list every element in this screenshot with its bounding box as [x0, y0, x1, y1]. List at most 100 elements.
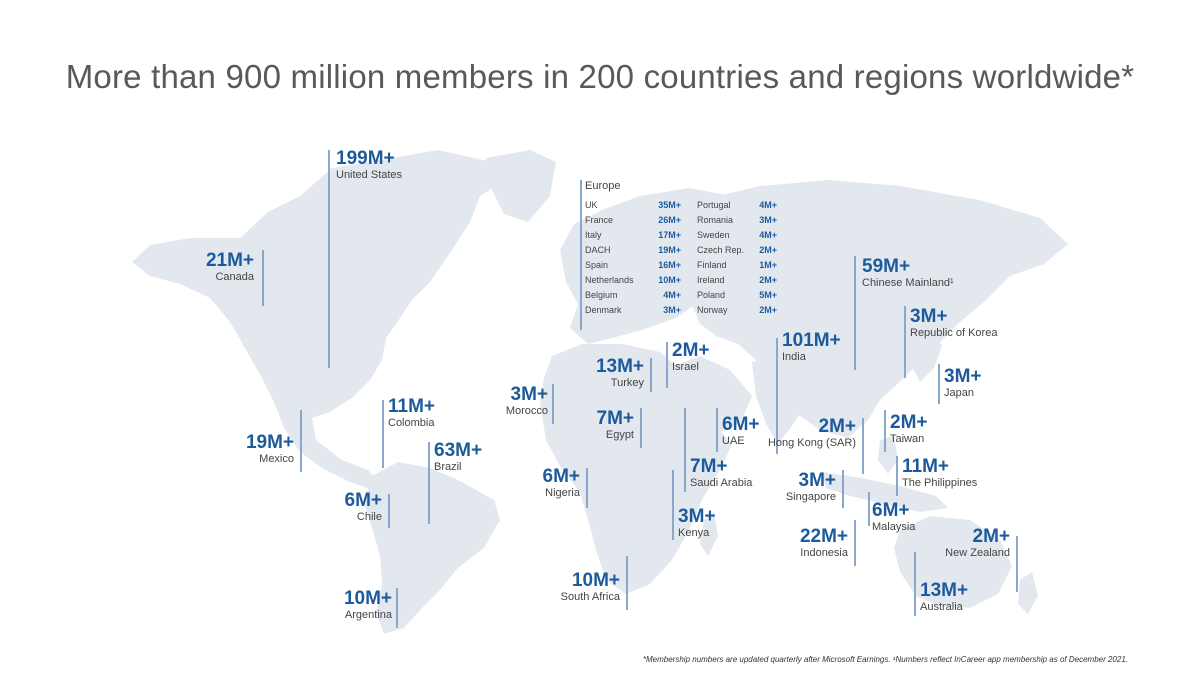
leader-line-uae: [716, 408, 718, 452]
name-singapore: Singapore: [785, 491, 836, 503]
north-america-shape: [132, 150, 512, 490]
europe-row: Czech Rep. 2M+: [697, 245, 777, 260]
label-canada: 21M+ Canada: [194, 250, 254, 284]
europe-row: Ireland 2M+: [697, 275, 777, 290]
leader-line-canada: [262, 250, 264, 306]
leader-line-singapore: [842, 470, 844, 508]
footnote: *Membership numbers are updated quarterl…: [642, 655, 1128, 664]
europe-country: DACH: [585, 245, 611, 255]
name-argentina: Argentina: [344, 609, 392, 621]
value-india: 101M+: [782, 330, 841, 351]
name-australia: Australia: [920, 601, 963, 613]
value-turkey: 13M+: [595, 356, 644, 377]
europe-row: Poland 5M+: [697, 290, 777, 305]
europe-country: Italy: [585, 230, 602, 240]
south-america-shape: [364, 462, 500, 634]
label-india: 101M+ India: [782, 330, 841, 364]
europe-value: 2M+: [759, 305, 777, 315]
value-hong-kong: 2M+: [818, 416, 857, 437]
landmass: [132, 150, 1068, 634]
leader-line-malaysia: [868, 492, 870, 526]
label-singapore: 3M+ Singapore: [770, 470, 836, 504]
value-argentina: 10M+: [343, 588, 392, 609]
japan-shape: [912, 330, 942, 382]
europe-row: Italy 17M+: [585, 230, 681, 245]
value-indonesia: 22M+: [799, 526, 848, 547]
europe-row: Norway 2M+: [697, 305, 777, 320]
leader-line-indonesia: [854, 520, 856, 566]
europe-row: Portugal 4M+: [697, 200, 777, 215]
europe-value: 2M+: [759, 245, 777, 255]
name-india: India: [782, 351, 806, 363]
name-saudi-arabia: Saudi Arabia: [690, 477, 753, 489]
europe-value: 19M+: [658, 245, 681, 255]
new-zealand-shape: [1018, 572, 1038, 614]
leader-line-taiwan: [884, 410, 886, 452]
name-uae: UAE: [722, 435, 745, 447]
name-mexico: Mexico: [259, 453, 294, 465]
leader-line-israel: [666, 342, 668, 388]
europe-country: Belgium: [585, 290, 618, 300]
label-united-states: 199M+ United States: [336, 148, 402, 182]
indonesia-shape: [822, 472, 948, 512]
value-taiwan: 2M+: [890, 412, 928, 433]
leader-line-turkey: [650, 358, 652, 392]
label-saudi-arabia: 7M+ Saudi Arabia: [690, 456, 752, 490]
label-brazil: 63M+ Brazil: [434, 440, 482, 474]
name-egypt: Egypt: [605, 429, 634, 441]
name-chinese-mainland: Chinese Mainland¹: [862, 277, 954, 289]
europe-value: 2M+: [759, 275, 777, 285]
value-singapore: 3M+: [798, 470, 837, 491]
name-brazil: Brazil: [434, 461, 462, 473]
value-nigeria: 6M+: [542, 466, 581, 487]
name-philippines: The Philippines: [902, 477, 978, 489]
europe-value: 10M+: [658, 275, 681, 285]
label-korea: 3M+ Republic of Korea: [910, 306, 997, 340]
value-korea: 3M+: [910, 306, 948, 327]
value-israel: 2M+: [672, 340, 710, 361]
madagascar-shape: [700, 512, 718, 556]
europe-country: UK: [585, 200, 598, 210]
africa-shape: [540, 344, 732, 594]
europe-row: Belgium 4M+: [585, 290, 681, 305]
value-uae: 6M+: [722, 414, 760, 435]
label-turkey: 13M+ Turkey: [580, 356, 644, 390]
europe-country: Spain: [585, 260, 609, 270]
label-hong-kong: 2M+ Hong Kong (SAR): [758, 416, 856, 450]
europe-country: Ireland: [697, 275, 725, 285]
leader-line-japan: [938, 364, 940, 404]
leader-line-australia: [914, 552, 916, 616]
europe-value: 4M+: [759, 200, 777, 210]
greenland-shape: [486, 150, 556, 222]
name-israel: Israel: [672, 361, 699, 373]
label-kenya: 3M+ Kenya: [678, 506, 716, 540]
label-mexico: 19M+ Mexico: [232, 432, 294, 466]
label-colombia: 11M+ Colombia: [388, 396, 435, 430]
leader-line-new-zealand: [1016, 536, 1018, 592]
label-malaysia: 6M+ Malaysia: [872, 500, 915, 534]
india-shape: [752, 352, 818, 444]
name-japan: Japan: [944, 387, 974, 399]
europe-value: 35M+: [658, 200, 681, 210]
name-colombia: Colombia: [388, 417, 435, 429]
value-united-states: 199M+: [336, 148, 395, 169]
value-kenya: 3M+: [678, 506, 716, 527]
leader-line-morocco: [552, 384, 554, 424]
label-indonesia: 22M+ Indonesia: [784, 526, 848, 560]
europe-country: Czech Rep.: [697, 245, 745, 255]
europe-value: 3M+: [759, 215, 777, 225]
europe-breakdown: Europe UK 35M+ France 26M+ Italy 17M+ DACH 1…: [585, 180, 790, 315]
label-taiwan: 2M+ Taiwan: [890, 412, 928, 446]
label-morocco: 3M+ Morocco: [490, 384, 548, 418]
label-nigeria: 6M+ Nigeria: [526, 466, 581, 500]
name-nigeria: Nigeria: [545, 487, 580, 499]
europe-country: Poland: [697, 290, 726, 300]
leader-line-india: [776, 338, 778, 454]
name-korea: Republic of Korea: [910, 327, 998, 339]
europe-value: 4M+: [759, 230, 777, 240]
label-uae: 6M+ UAE: [722, 414, 760, 448]
value-malaysia: 6M+: [872, 500, 910, 521]
europe-shape: [560, 188, 744, 344]
europe-row: France 26M+: [585, 215, 681, 230]
europe-row: Sweden 4M+: [697, 230, 777, 245]
